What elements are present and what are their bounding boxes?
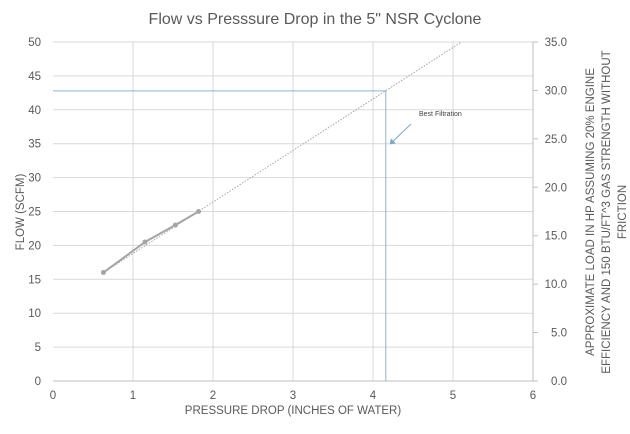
- data-point: [142, 239, 148, 245]
- chart-title: Flow vs Presssure Drop in the 5" NSR Cyc…: [149, 11, 482, 28]
- x-tick-label: 0: [50, 390, 56, 402]
- x-tick-label: 5: [450, 390, 456, 402]
- y2-axis-label-line3: FRICTION: [617, 185, 629, 239]
- x-tick-label: 4: [370, 390, 377, 402]
- y2-tick-label: 0.0: [551, 376, 567, 388]
- y2-axis-label-line1: APPROXIMATE LOAD IN HP ASSUMING 20% ENGI…: [585, 68, 597, 356]
- y2-tick-label: 5.0: [551, 328, 567, 340]
- y2-tick-label: 15.0: [545, 231, 567, 243]
- reference-lines: [53, 90, 387, 381]
- x-tick-label: 6: [530, 390, 536, 402]
- y2-tick-label: 25.0: [545, 134, 567, 146]
- y-tick-label: 15: [28, 274, 41, 286]
- annotation-label: Best Filtration: [419, 111, 462, 118]
- y-tick-label: 40: [28, 105, 41, 117]
- x-tick-label: 3: [290, 390, 296, 402]
- x-tick-label: 1: [130, 390, 136, 402]
- trendline: [103, 41, 462, 274]
- y2-tick-label: 20.0: [545, 182, 567, 194]
- y2-tick-label: 35.0: [545, 37, 567, 49]
- annotation-arrowhead: [389, 138, 396, 145]
- y-tick-label: 30: [28, 173, 41, 185]
- data-point: [100, 270, 106, 276]
- y2-tick-label: 30.0: [545, 85, 567, 97]
- data-point: [196, 209, 202, 214]
- y-tick-label: 35: [28, 139, 41, 151]
- y2-axis-label-line2: EFFICIENCY AND 150 BTU/FT^3 GAS STRENGTH…: [601, 50, 613, 373]
- series-line: [102, 210, 200, 274]
- y-tick-label: 0: [35, 376, 41, 388]
- y-tick-label: 25: [28, 207, 41, 219]
- x-tick-label: 2: [210, 390, 216, 402]
- y-tick-label: 20: [28, 240, 41, 252]
- x-axis-label: PRESSURE DROP (INCHES OF WATER): [185, 405, 402, 417]
- y-tick-label: 10: [28, 308, 41, 320]
- data-point: [172, 222, 178, 228]
- y-tick-label: 50: [28, 37, 41, 49]
- annotation-arrow: [392, 123, 412, 142]
- y-tick-label: 45: [28, 71, 41, 83]
- y-tick-label: 5: [35, 342, 41, 354]
- y-axis-label: FLOW (SCFM): [15, 174, 27, 251]
- y2-tick-label: 10.0: [545, 279, 567, 291]
